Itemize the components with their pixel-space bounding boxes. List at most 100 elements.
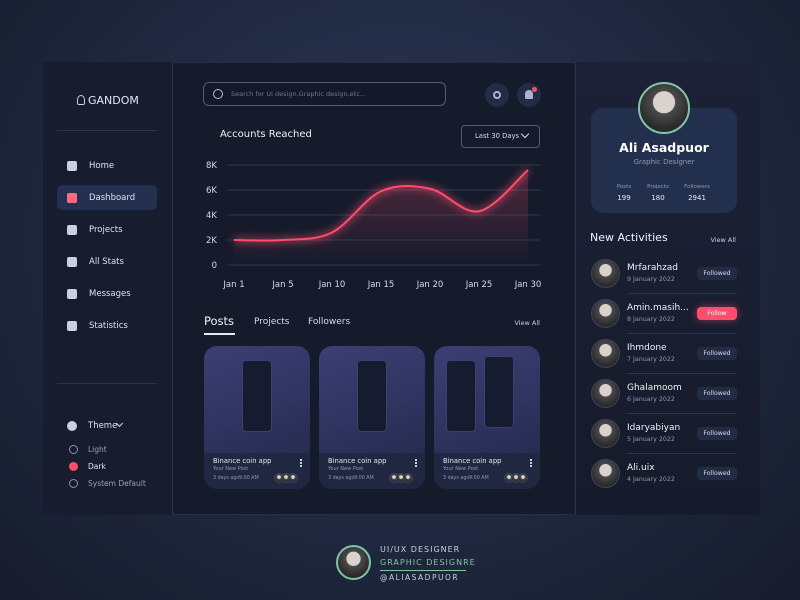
theme-option[interactable]: Light — [88, 445, 107, 454]
y-tick-label: 4K — [206, 211, 217, 221]
nav-icon — [67, 289, 77, 299]
bell-icon — [525, 90, 533, 99]
activity-name: Ali.uix — [627, 463, 655, 473]
profile-name: Ali Asadpuor — [619, 140, 709, 155]
activities-title: New Activities — [590, 231, 668, 244]
stat-value: 199 — [617, 194, 631, 202]
nav-item[interactable]: All Stats — [89, 257, 124, 267]
search-icon — [213, 89, 223, 99]
nav-item[interactable]: Home — [89, 161, 115, 171]
liker-avatar — [518, 473, 528, 483]
more-icon[interactable] — [300, 459, 302, 467]
nav-icon — [67, 161, 77, 171]
tab-underline — [204, 333, 235, 335]
search-box[interactable] — [203, 82, 446, 106]
activity-avatar — [591, 299, 620, 328]
nav-item[interactable]: Messages — [89, 289, 131, 299]
liker-avatar — [403, 473, 413, 483]
line — [233, 169, 529, 242]
follow-button[interactable]: Followed — [697, 347, 737, 360]
nav-item[interactable]: Dashboard — [89, 193, 136, 203]
phone-mockup — [242, 360, 272, 432]
y-tick-label: 6K — [206, 186, 217, 196]
footer-line: @ALIASADPUOR — [380, 573, 460, 582]
radio[interactable] — [69, 479, 78, 488]
post-time: 3 days ago — [443, 476, 470, 481]
phone-mockup — [357, 360, 387, 432]
y-tick-label: 8K — [206, 161, 217, 171]
footer-avatar — [336, 545, 371, 580]
view-all[interactable]: View All — [710, 236, 736, 244]
tab[interactable]: Posts — [204, 314, 235, 328]
activity-date: 7 January 2022 — [627, 356, 675, 363]
stat-label: Followers — [684, 184, 710, 190]
range-dropdown[interactable] — [461, 125, 540, 148]
theme-option[interactable]: Dark — [88, 462, 106, 471]
radio[interactable] — [69, 445, 78, 454]
nav-icon — [67, 321, 77, 331]
follow-button[interactable]: Followed — [697, 267, 737, 280]
x-tick-label: Jan 20 — [416, 280, 444, 290]
gear-icon — [493, 91, 501, 99]
range-label: Last 30 Days — [475, 132, 520, 140]
theme-option[interactable]: System Default — [88, 479, 146, 488]
footer-line: UI/UX DESIGNER — [380, 545, 461, 554]
brand: GANDOM — [88, 94, 139, 107]
phone-mockup — [484, 356, 514, 428]
post-hour: 9:00 AM — [239, 476, 259, 481]
post-subtitle: Your New Post — [328, 466, 364, 472]
post-hour: 9:00 AM — [354, 476, 374, 481]
divider — [627, 373, 737, 374]
nav-item[interactable]: Statistics — [89, 321, 128, 331]
stat-value: 2941 — [688, 194, 706, 202]
more-icon[interactable] — [415, 459, 417, 467]
search-placeholder: Search for Ui design,Graphic design,etc.… — [231, 90, 366, 98]
liker-avatar — [288, 473, 298, 483]
x-tick-label: Jan 10 — [318, 280, 346, 290]
post-subtitle: Your New Post — [443, 466, 479, 472]
follow-button[interactable]: Followed — [697, 427, 737, 440]
x-tick-label: Jan 1 — [222, 280, 244, 290]
divider — [627, 293, 737, 294]
activity-avatar — [591, 419, 620, 448]
activity-name: Ihmdone — [627, 343, 667, 353]
follow-button[interactable]: Followed — [697, 387, 737, 400]
footer-line: GRAPHIC DESIGNRE — [380, 558, 476, 567]
radio[interactable] — [69, 462, 78, 471]
sidebar — [43, 62, 173, 515]
follow-button[interactable]: Follow — [697, 307, 737, 320]
activity-avatar — [591, 339, 620, 368]
tab[interactable]: Followers — [308, 317, 351, 327]
activity-avatar — [591, 379, 620, 408]
more-icon[interactable] — [530, 459, 532, 467]
x-tick-label: Jan 25 — [465, 280, 493, 290]
divider — [627, 333, 737, 334]
post-title: Binance coin app — [328, 457, 387, 465]
tab[interactable]: Projects — [254, 317, 290, 327]
divider — [57, 130, 157, 131]
phone-mockup — [446, 360, 476, 432]
chart-title: Accounts Reached — [220, 129, 312, 140]
divider — [57, 383, 157, 384]
nav-item[interactable]: Projects — [89, 225, 123, 235]
logo-icon — [77, 95, 85, 105]
activity-name: Amin.masih... — [627, 303, 689, 313]
y-tick-label: 0 — [212, 261, 217, 271]
area — [234, 170, 528, 265]
nav-icon — [67, 193, 77, 203]
follow-button[interactable]: Followed — [697, 467, 737, 480]
activity-date: 9 January 2022 — [627, 276, 675, 283]
activity-date: 5 January 2022 — [627, 436, 675, 443]
theme-icon — [67, 421, 77, 431]
stat-label: Projects — [647, 184, 669, 190]
stat-value: 180 — [651, 194, 665, 202]
activity-date: 4 January 2022 — [627, 476, 675, 483]
view-all[interactable]: View All — [514, 319, 540, 327]
theme-title[interactable]: Theme — [88, 421, 118, 431]
profile-avatar — [638, 82, 690, 134]
post-time: 3 days ago — [328, 476, 355, 481]
stat-label: Posts — [616, 184, 632, 190]
activity-date: 6 January 2022 — [627, 396, 675, 403]
